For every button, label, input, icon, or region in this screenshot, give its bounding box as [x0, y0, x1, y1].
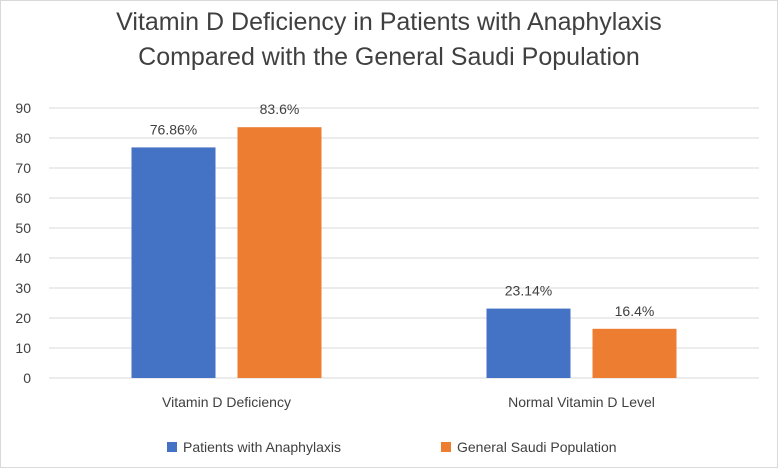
category-label-1: Normal Vitamin D Level: [508, 394, 655, 410]
data-label-1-0: 23.14%: [505, 283, 552, 299]
x-axis-categories: Vitamin D Deficiency Normal Vitamin D Lev…: [162, 394, 655, 410]
y-tick-label-10: 10: [15, 340, 31, 356]
y-tick-label-40: 40: [15, 250, 31, 266]
y-tick-label-80: 80: [15, 130, 31, 146]
legend-swatch-0: [167, 442, 177, 452]
y-tick-label-30: 30: [15, 280, 31, 296]
bar-0-1: [237, 127, 322, 378]
bars: [131, 127, 677, 378]
bar-0-0: [131, 147, 216, 378]
y-tick-label-50: 50: [15, 220, 31, 236]
legend-swatch-1: [441, 442, 451, 452]
data-label-1-1: 16.4%: [615, 303, 655, 319]
y-tick-label-0: 0: [23, 370, 31, 386]
bar-1-0: [486, 308, 571, 378]
data-labels: 76.86% 83.6% 23.14% 16.4%: [150, 101, 655, 319]
y-axis-ticks: 0 10 20 30 40 50 60 70 80 90: [15, 100, 31, 386]
legend-label-0: Patients with Anaphylaxis: [183, 439, 341, 455]
y-tick-label-70: 70: [15, 160, 31, 176]
chart-title-line-2: Compared with the General Saudi Populati…: [138, 43, 640, 71]
y-tick-label-20: 20: [15, 310, 31, 326]
data-label-0-0: 76.86%: [150, 121, 197, 137]
data-label-0-1: 83.6%: [260, 101, 300, 117]
y-tick-label-60: 60: [15, 190, 31, 206]
y-tick-label-90: 90: [15, 100, 31, 116]
category-label-0: Vitamin D Deficiency: [162, 394, 291, 410]
bar-1-1: [592, 328, 677, 378]
chart-title-line-1: Vitamin D Deficiency in Patients with An…: [116, 8, 662, 36]
legend: Patients with Anaphylaxis General Saudi P…: [167, 439, 617, 455]
legend-label-1: General Saudi Population: [457, 439, 617, 455]
